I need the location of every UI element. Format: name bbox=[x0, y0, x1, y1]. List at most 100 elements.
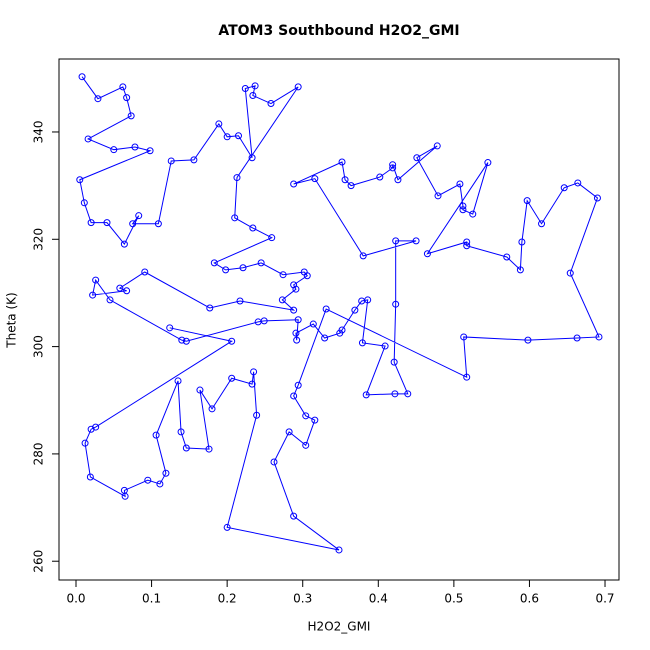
chart-title: ATOM3 Southbound H2O2_GMI bbox=[218, 23, 459, 39]
y-tick-label: 340 bbox=[32, 121, 46, 144]
point bbox=[78, 73, 86, 81]
point bbox=[302, 441, 310, 449]
point bbox=[294, 83, 302, 91]
point bbox=[595, 333, 603, 341]
point bbox=[390, 358, 398, 366]
point bbox=[404, 390, 412, 398]
point bbox=[248, 154, 256, 162]
point bbox=[484, 159, 492, 167]
point bbox=[389, 164, 397, 172]
point bbox=[178, 336, 186, 344]
point bbox=[538, 220, 546, 228]
plot-frame bbox=[58, 58, 620, 581]
point bbox=[162, 469, 170, 477]
x-tick-label: 0.6 bbox=[520, 592, 539, 606]
point bbox=[433, 142, 441, 150]
point bbox=[103, 219, 111, 227]
point bbox=[267, 100, 275, 108]
point bbox=[456, 180, 464, 188]
point bbox=[233, 174, 241, 182]
point bbox=[389, 161, 397, 169]
point bbox=[177, 428, 185, 436]
y-tick-label: 300 bbox=[32, 335, 46, 358]
point bbox=[391, 390, 399, 398]
point bbox=[89, 291, 97, 299]
point bbox=[293, 336, 301, 344]
point bbox=[392, 300, 400, 308]
point bbox=[156, 480, 164, 488]
point bbox=[116, 284, 124, 292]
point bbox=[270, 458, 278, 466]
point bbox=[278, 296, 286, 304]
point bbox=[413, 154, 421, 162]
point bbox=[215, 120, 223, 128]
point bbox=[135, 212, 143, 220]
x-tick-label: 0.0 bbox=[66, 592, 85, 606]
point bbox=[376, 173, 384, 181]
point bbox=[154, 220, 162, 228]
point bbox=[119, 83, 127, 91]
point bbox=[251, 82, 259, 90]
point bbox=[469, 210, 477, 218]
point bbox=[205, 445, 213, 453]
point bbox=[228, 337, 236, 345]
point bbox=[228, 374, 236, 382]
point bbox=[120, 240, 128, 248]
point bbox=[121, 492, 129, 500]
point bbox=[92, 276, 100, 284]
x-tick-label: 0.5 bbox=[444, 592, 463, 606]
point bbox=[459, 206, 467, 214]
point bbox=[234, 132, 242, 140]
point bbox=[285, 428, 293, 436]
point bbox=[523, 197, 531, 205]
point bbox=[347, 182, 355, 190]
x-tick-label: 0.4 bbox=[369, 592, 388, 606]
point bbox=[268, 234, 276, 242]
point bbox=[87, 219, 95, 227]
point bbox=[250, 368, 258, 376]
y-axis-label: Theta (K) bbox=[5, 292, 19, 348]
y-tick-label: 320 bbox=[32, 228, 46, 251]
point bbox=[182, 444, 190, 452]
point bbox=[290, 306, 298, 314]
point bbox=[92, 423, 100, 431]
point bbox=[239, 264, 247, 272]
point bbox=[253, 411, 261, 419]
point bbox=[412, 237, 420, 245]
point bbox=[290, 180, 298, 188]
point bbox=[223, 523, 231, 531]
point bbox=[260, 317, 268, 325]
point bbox=[84, 135, 92, 143]
point bbox=[362, 391, 370, 399]
point bbox=[206, 304, 214, 312]
point bbox=[166, 324, 174, 332]
point bbox=[574, 179, 582, 187]
point bbox=[351, 306, 359, 314]
point bbox=[167, 157, 175, 165]
point bbox=[463, 238, 471, 246]
point bbox=[257, 259, 265, 267]
point bbox=[241, 85, 249, 93]
point bbox=[146, 147, 154, 155]
point bbox=[516, 266, 524, 274]
point bbox=[566, 269, 574, 277]
point bbox=[341, 176, 349, 184]
point bbox=[231, 214, 239, 222]
point bbox=[123, 94, 131, 102]
point bbox=[335, 546, 343, 554]
point bbox=[208, 405, 216, 413]
point bbox=[303, 272, 311, 280]
point bbox=[210, 259, 218, 267]
point bbox=[144, 476, 152, 484]
point bbox=[460, 333, 468, 341]
point bbox=[302, 412, 310, 420]
point bbox=[434, 192, 442, 200]
point bbox=[174, 377, 182, 385]
point bbox=[129, 220, 137, 228]
point bbox=[359, 252, 367, 260]
point bbox=[81, 439, 89, 447]
point bbox=[463, 242, 471, 250]
point bbox=[394, 176, 402, 184]
point bbox=[182, 337, 190, 345]
series-line bbox=[79, 76, 600, 551]
